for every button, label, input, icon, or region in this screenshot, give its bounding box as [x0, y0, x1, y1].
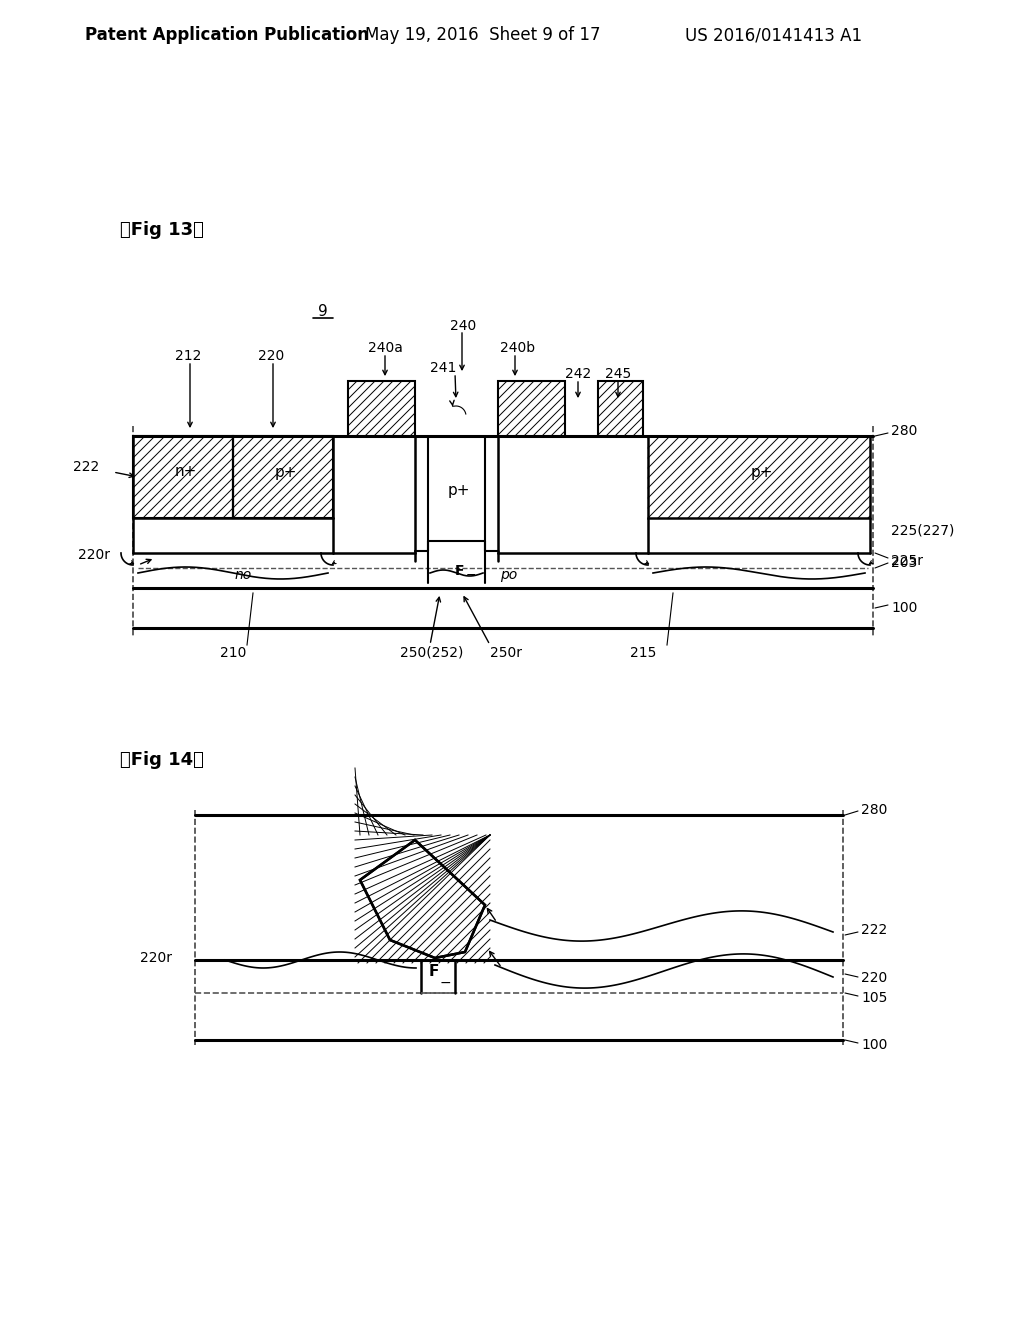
- Text: F: F: [455, 564, 465, 578]
- Text: 222: 222: [73, 459, 99, 474]
- Text: 220: 220: [861, 972, 887, 985]
- Text: 280: 280: [861, 803, 888, 817]
- Bar: [233, 436, 333, 517]
- Text: no: no: [234, 568, 252, 582]
- Text: 212: 212: [175, 348, 202, 363]
- Bar: [648, 436, 870, 517]
- Text: 242: 242: [565, 367, 591, 381]
- Text: p+: p+: [275, 465, 298, 479]
- Text: 203: 203: [891, 556, 918, 570]
- Bar: [233, 436, 333, 517]
- Text: 210: 210: [220, 645, 247, 660]
- Text: 105: 105: [861, 991, 888, 1005]
- Text: 9: 9: [318, 304, 328, 318]
- Bar: [133, 436, 233, 517]
- Text: −: −: [440, 975, 452, 990]
- Text: 241: 241: [430, 360, 457, 375]
- Text: 220r: 220r: [78, 548, 110, 562]
- Text: 225(227): 225(227): [891, 524, 954, 539]
- Text: 250(252): 250(252): [400, 645, 464, 660]
- Text: F: F: [429, 965, 439, 979]
- Text: 【Fig 14】: 【Fig 14】: [120, 751, 204, 770]
- Text: n+: n+: [175, 465, 198, 479]
- Bar: [133, 436, 233, 517]
- Text: 225r: 225r: [891, 554, 923, 568]
- Text: 220r: 220r: [140, 950, 172, 965]
- Text: 240a: 240a: [368, 341, 402, 355]
- Text: 100: 100: [891, 601, 918, 615]
- Text: 222: 222: [861, 923, 887, 937]
- Bar: [598, 381, 643, 436]
- Text: p+: p+: [751, 465, 773, 479]
- Text: US 2016/0141413 A1: US 2016/0141413 A1: [685, 26, 862, 44]
- Text: 100: 100: [861, 1038, 888, 1052]
- Text: 220: 220: [258, 348, 285, 363]
- Text: p+: p+: [449, 483, 470, 498]
- Text: May 19, 2016  Sheet 9 of 17: May 19, 2016 Sheet 9 of 17: [365, 26, 600, 44]
- Bar: [498, 381, 565, 436]
- Text: −: −: [466, 569, 476, 582]
- Bar: [348, 381, 415, 436]
- Text: Patent Application Publication: Patent Application Publication: [85, 26, 369, 44]
- Text: 240b: 240b: [500, 341, 536, 355]
- Text: 215: 215: [630, 645, 656, 660]
- Text: 280: 280: [891, 424, 918, 438]
- Polygon shape: [360, 840, 485, 958]
- Text: 240: 240: [450, 319, 476, 333]
- Text: po: po: [500, 568, 517, 582]
- Text: 250r: 250r: [490, 645, 522, 660]
- Bar: [648, 436, 870, 517]
- Text: 【Fig 13】: 【Fig 13】: [120, 220, 204, 239]
- Text: 245: 245: [605, 367, 631, 381]
